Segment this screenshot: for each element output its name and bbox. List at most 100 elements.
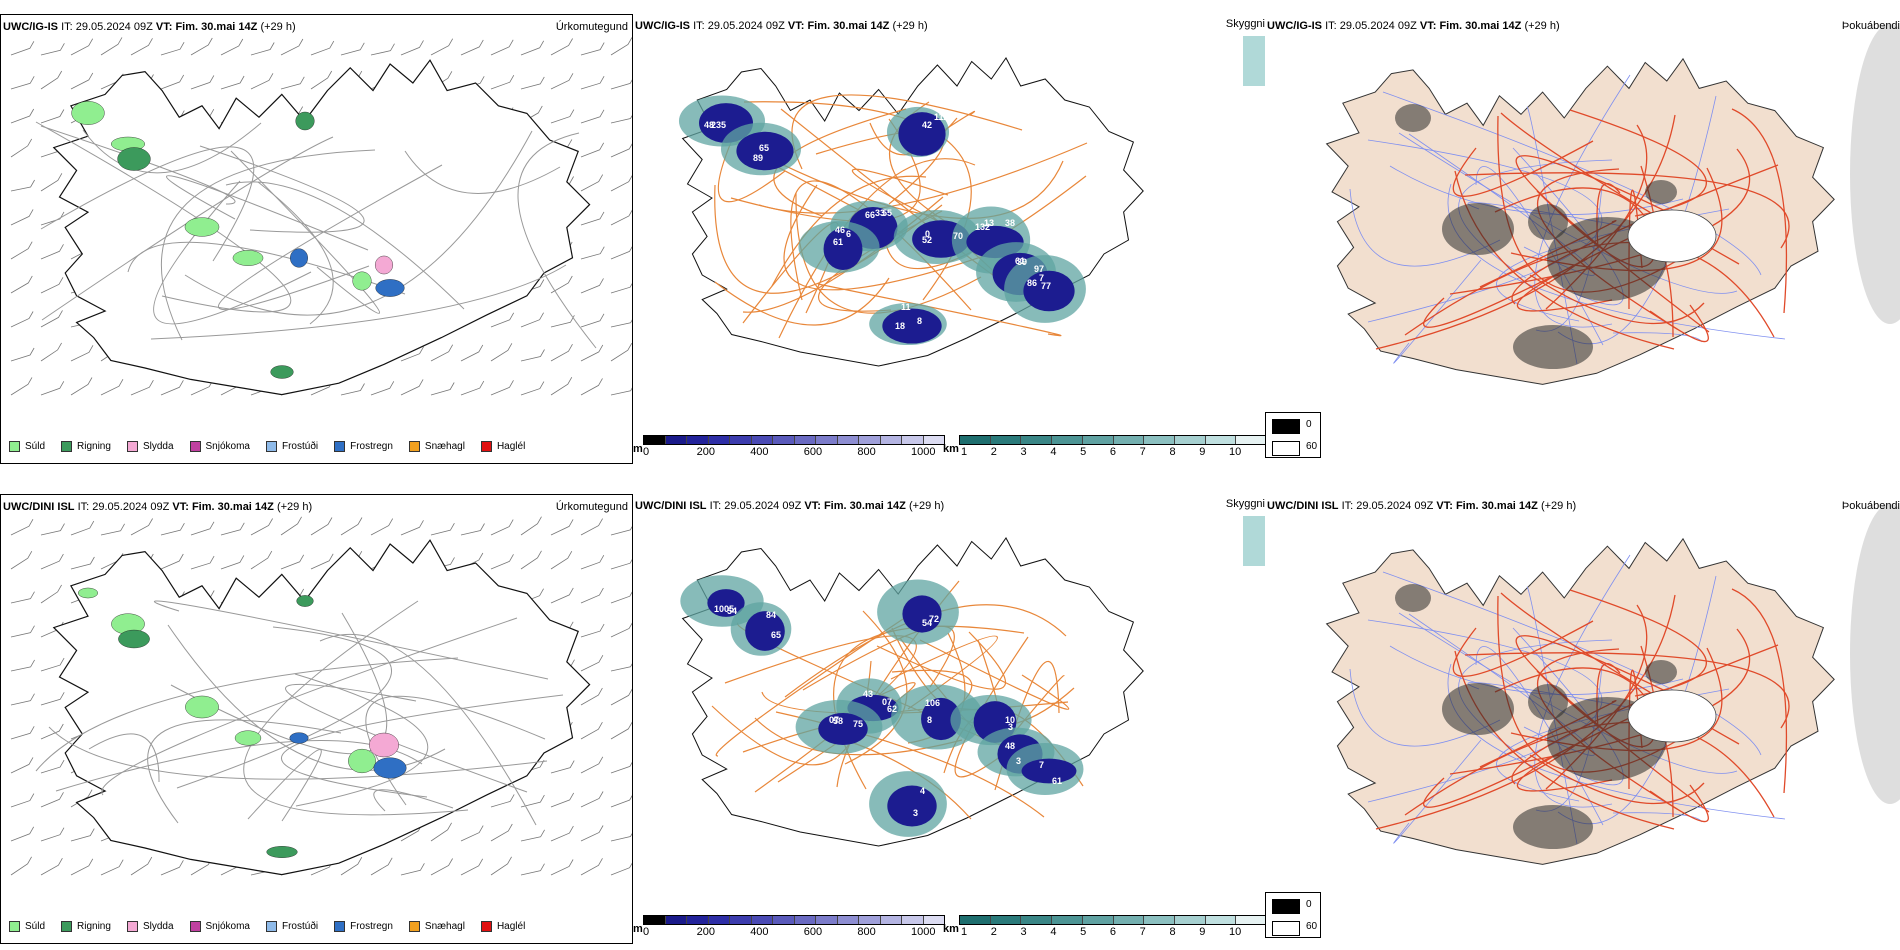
- legend-item: Haglél: [480, 921, 525, 932]
- legend-item: Frostúði: [265, 441, 318, 452]
- fog-index-area: [1528, 204, 1568, 240]
- colorbar-cell: [1205, 436, 1237, 444]
- cloud-base-label: 48: [1005, 741, 1015, 751]
- fog-index-area: [1395, 104, 1431, 132]
- legend-label: Frostregn: [350, 441, 393, 452]
- model-name: UWC/DINI ISL: [1267, 500, 1339, 512]
- colorbar-cell: [837, 916, 859, 924]
- model-name: UWC/IG-IS: [3, 21, 58, 33]
- precip-area: [117, 147, 151, 171]
- colorbar-tick: 2: [990, 926, 997, 938]
- precip-area: [296, 595, 314, 607]
- colorbar-tick: 0: [643, 926, 650, 938]
- colorbar-tick: 1000: [911, 446, 936, 458]
- colorbar-tick: 1: [961, 926, 968, 938]
- colorbar-unit: m: [633, 923, 643, 935]
- cloud-base-label: 07: [829, 715, 839, 725]
- panel-header-row2-cloud: UWC/DINI ISL IT: 29.05.2024 09Z VT: Fim.…: [635, 500, 944, 512]
- colorbar-cell: [1236, 436, 1265, 444]
- legend-label: Frostúði: [281, 921, 319, 932]
- cloud-base-label: 42: [922, 120, 932, 130]
- colorbar-tick: 7: [1139, 926, 1146, 938]
- legend-label: Snæhagl: [424, 441, 465, 452]
- colorbar-km-row2: km 1 2 3 4 5 6 7 8 9 10: [943, 915, 1265, 943]
- panel-header-row1-fog: UWC/IG-IS IT: 29.05.2024 09Z VT: Fim. 30…: [1267, 20, 1560, 32]
- offshore-fog: [1850, 24, 1900, 324]
- precip-area: [352, 271, 372, 291]
- precip-area: [270, 365, 294, 379]
- legend-swatch: [126, 921, 138, 932]
- colorbar-cell: [708, 436, 730, 444]
- colorbar-unit: km: [943, 443, 959, 455]
- vt-label: VT:: [787, 20, 805, 32]
- model-name: UWC/DINI ISL: [3, 501, 75, 513]
- colorbar-tick: 10: [1229, 446, 1242, 458]
- colorbar-cell: [880, 916, 902, 924]
- fog-map-row1: [1325, 24, 1900, 385]
- cloud-base-label: 54: [727, 606, 737, 616]
- fog-legend-swatch: [1272, 921, 1300, 936]
- colorbar-cell: [644, 436, 666, 444]
- legend-item: Frostregn: [334, 441, 393, 452]
- colorbar-cells: [643, 915, 945, 925]
- colorbar-cell: [859, 916, 881, 924]
- colorbar-tick: 400: [750, 446, 769, 458]
- cloud-base-label: 3: [1016, 756, 1021, 766]
- cloud-base-label: 48: [704, 120, 714, 130]
- fog-legend-label: 60: [1306, 921, 1318, 932]
- colorbar-tick: 6: [1109, 926, 1116, 938]
- colorbar-cell: [990, 916, 1022, 924]
- vt-value: Fim. 30.mai 14Z: [175, 21, 258, 33]
- colorbar-cell: [1144, 916, 1175, 924]
- colorbar-tick: 9: [1199, 446, 1206, 458]
- precip-area: [373, 757, 407, 779]
- fog-index-area: [1513, 325, 1593, 369]
- colorbar-cell: [751, 436, 773, 444]
- legend-swatch: [334, 441, 346, 452]
- legend-item: Rigning: [61, 921, 111, 932]
- colorbar-tick: 1000: [911, 926, 936, 938]
- colorbar-cell: [990, 436, 1022, 444]
- panel-header-row2-fog: UWC/DINI ISL IT: 29.05.2024 09Z VT: Fim.…: [1267, 500, 1576, 512]
- colorbar-tick: 7: [1139, 446, 1146, 458]
- cloud-base-label: 7: [1039, 273, 1044, 283]
- it-value: 29.05.2024 09Z: [724, 500, 802, 512]
- legend-swatch: [189, 921, 201, 932]
- offshore-fog: [1850, 504, 1900, 804]
- colorbar-km-row1: km 1 2 3 4 5 6 7 8 9 10: [943, 435, 1265, 463]
- cloud-base-label: 62: [887, 704, 897, 714]
- low-cloud-area: [707, 589, 745, 617]
- cloud-base-label: 77: [1041, 281, 1051, 291]
- legend-item: Súld: [9, 921, 45, 932]
- legend-label: Frostregn: [350, 921, 393, 932]
- cloud-base-label: 70: [953, 231, 963, 241]
- precip-area: [118, 629, 150, 649]
- legend-item: Haglél: [480, 441, 525, 452]
- it-value: 29.05.2024 09Z: [1339, 20, 1417, 32]
- colorbar-cells: [959, 915, 1265, 925]
- lead-time: (+29 h): [276, 501, 313, 513]
- precip-area: [71, 101, 105, 125]
- cloud-base-label: 7: [1039, 760, 1044, 770]
- low-cloud-area: [921, 697, 961, 741]
- it-value: 29.05.2024 09Z: [707, 20, 785, 32]
- low-cloud-area: [745, 611, 785, 651]
- it-label: IT:: [1341, 500, 1354, 512]
- low-cloud-area: [818, 712, 868, 746]
- colorbar-cell: [751, 916, 773, 924]
- fog-legend-row2: 0 60: [1265, 892, 1321, 938]
- fog-index-area: [1395, 584, 1431, 612]
- colorbar-tick: 10: [1229, 926, 1242, 938]
- legend-label: Súld: [25, 441, 46, 452]
- lead-time: (+29 h): [908, 500, 945, 512]
- low-cloud-area: [898, 112, 946, 156]
- legend-swatch: [61, 921, 73, 932]
- precip-area: [369, 732, 399, 758]
- colorbar-cell: [859, 436, 881, 444]
- model-name: UWC/IG-IS: [1267, 20, 1322, 32]
- legend-label: Rigning: [77, 441, 111, 452]
- vt-label: VT:: [1419, 20, 1437, 32]
- fog-legend-label: 0: [1306, 899, 1312, 910]
- cloud-base-labels: 07 07 8 3 3 61 4 54 65 72 62 75 106 10 48 7 3 1005 84 54 43 5…: [714, 604, 1062, 818]
- colorbar-unit: m: [633, 443, 643, 455]
